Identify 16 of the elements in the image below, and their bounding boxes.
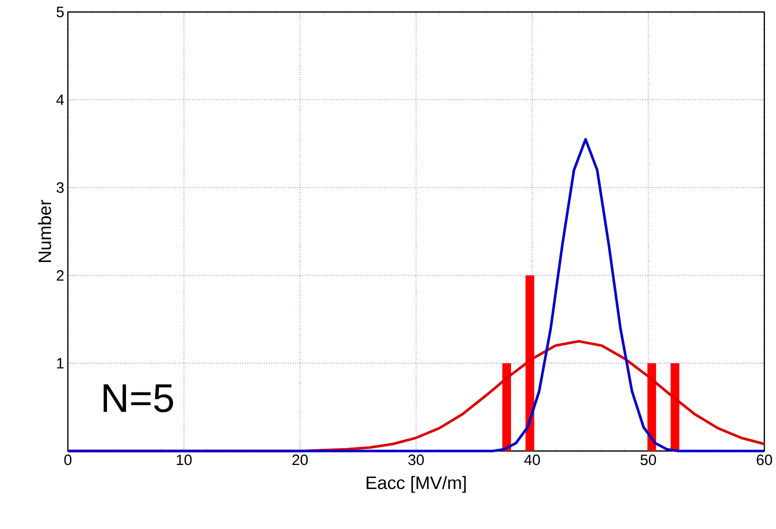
y-axis-title: Number <box>38 200 52 262</box>
y-tick-label: 3 <box>56 182 64 193</box>
annotation: N=5 <box>104 384 174 412</box>
y-tick-label: 4 <box>56 94 64 106</box>
y-tick-label: 1 <box>57 358 64 368</box>
x-tick-label: 20 <box>292 454 308 466</box>
x-tick-label: 40 <box>524 454 540 466</box>
x-tick-label: 10 <box>176 454 192 466</box>
x-tick-label: 60 <box>756 454 772 466</box>
line-series <box>66 138 766 452</box>
x-tick-label: 0 <box>64 454 72 466</box>
x-axis-title: Eacc [MV/m] <box>366 476 466 493</box>
y-tick-label: 2 <box>56 270 64 281</box>
x-tick-label: 30 <box>408 454 424 466</box>
x-tick-label: 50 <box>640 454 656 466</box>
y-tick-label: 5 <box>56 6 64 18</box>
